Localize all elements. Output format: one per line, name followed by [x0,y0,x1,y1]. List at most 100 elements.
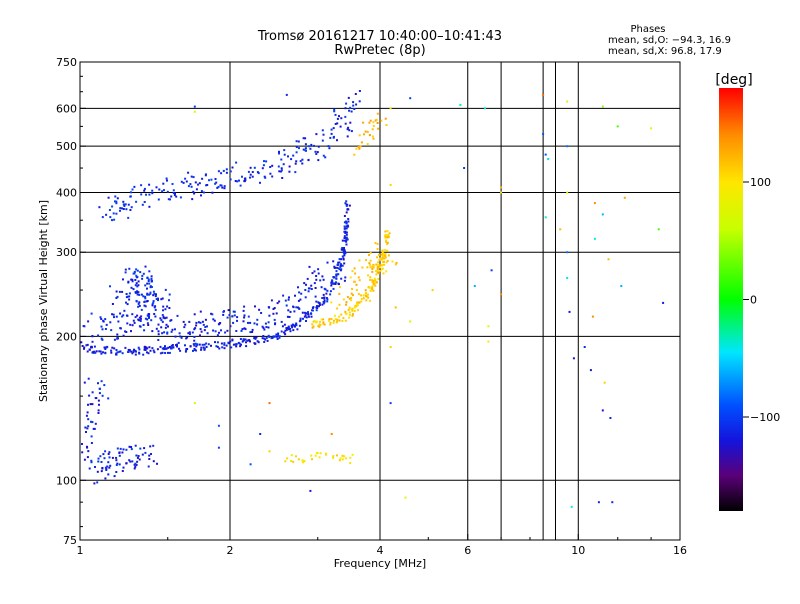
echo-point [309,147,312,150]
echo-point [231,338,234,341]
echo-point [317,268,320,271]
echo-point [134,465,137,468]
echo-point [170,195,173,198]
echo-point [124,330,127,333]
echo-point [362,297,365,300]
echo-point [172,192,175,195]
echo-point [146,293,149,296]
echo-point [307,145,310,148]
echo-point [333,265,336,268]
echo-point [330,318,333,320]
echo-point [650,127,653,130]
echo-point [257,172,260,175]
echo-point [138,293,141,296]
echo-point [345,231,348,234]
echo-point [166,179,168,182]
echo-point [345,204,348,207]
echo-point [211,191,214,194]
echo-point [487,325,490,328]
echo-point [133,185,136,188]
echo-point [310,312,312,315]
echo-point [97,457,100,460]
echo-point [81,345,84,347]
echo-point [311,309,314,312]
echo-point [97,460,100,463]
echo-point [306,277,309,280]
echo-point [241,175,243,178]
echo-point [371,265,374,268]
echo-point [360,298,363,300]
echo-point [89,403,92,406]
echo-point [263,328,266,331]
echo-point [166,305,169,308]
echo-point [187,171,190,174]
echo-point [146,282,149,285]
echo-point [238,179,240,182]
echo-point [217,446,220,449]
echo-point [327,145,330,148]
echo-point [385,239,388,242]
echo-point [348,311,351,314]
echo-point [125,301,127,304]
echo-point [371,268,374,270]
echo-point [328,147,331,150]
echo-point [211,313,214,316]
echo-point [149,291,152,294]
echo-point [178,347,180,350]
echo-point [351,287,353,290]
echo-point [544,153,547,156]
echo-point [206,184,209,186]
echo-point [347,96,350,99]
echo-point [318,456,321,459]
echo-point [295,151,298,154]
echo-point [261,337,264,340]
echo-point [358,134,361,137]
echo-point [322,278,325,281]
echo-point [297,458,300,461]
echo-point [236,319,238,322]
echo-point [256,340,259,343]
echo-point [329,321,332,324]
echo-point [116,197,119,200]
echo-point [145,193,147,196]
echo-point [87,320,90,323]
echo-point [293,310,296,313]
echo-point [136,291,139,294]
echo-point [138,316,141,319]
echo-point [329,136,332,139]
echo-point [104,318,107,321]
echo-point [112,212,115,215]
echo-point [368,134,371,137]
echo-point [342,251,345,254]
echo-point [102,351,104,354]
echo-point [142,353,145,356]
echo-point [140,308,143,311]
echo-point [352,294,354,297]
echo-point [94,466,96,468]
echo-point [133,272,136,275]
echo-point [318,302,321,305]
echo-point [229,340,232,343]
echo-point [345,211,348,214]
echo-point [150,319,153,322]
echo-point [372,266,375,269]
echo-point [210,178,213,181]
echo-point [336,117,339,120]
echo-point [276,302,279,305]
echo-point [235,344,238,347]
echo-point [107,397,110,400]
echo-point [357,146,360,148]
echo-point [137,455,140,457]
echo-point [290,460,292,462]
echo-point [357,276,360,279]
echo-point [134,284,137,287]
echo-point [329,293,332,296]
echo-point [315,275,318,277]
echo-point [322,302,325,305]
echo-point [349,276,352,279]
echo-point [222,313,225,316]
echo-point [111,313,114,316]
echo-point [365,259,367,262]
echo-point [150,275,153,278]
